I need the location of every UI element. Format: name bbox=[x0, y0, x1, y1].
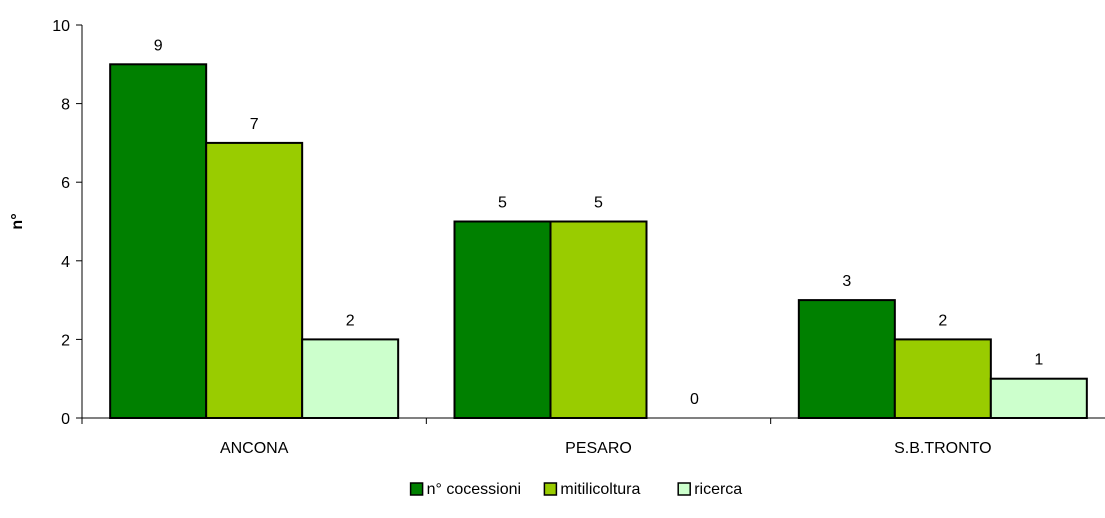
legend-label: mitilicoltura bbox=[560, 481, 640, 498]
data-label: 0 bbox=[690, 391, 699, 408]
data-label: 5 bbox=[594, 195, 603, 212]
bar bbox=[453, 220, 552, 419]
y-tick-label: 2 bbox=[61, 332, 70, 349]
bar bbox=[109, 63, 208, 420]
data-label: 2 bbox=[938, 312, 947, 329]
data-label: 7 bbox=[250, 116, 259, 133]
y-tick-label: 6 bbox=[61, 175, 70, 192]
legend-swatch bbox=[677, 482, 691, 496]
x-category-label: S.B.TRONTO bbox=[894, 440, 992, 457]
legend-label: n° cocessioni bbox=[427, 481, 521, 498]
bar bbox=[301, 338, 400, 419]
x-category-label: ANCONA bbox=[220, 440, 289, 457]
data-label: 1 bbox=[1034, 352, 1043, 369]
bars-group bbox=[109, 63, 1088, 420]
legend: n° cocessioni mitilicoltura ricerca bbox=[409, 481, 742, 498]
data-label: 9 bbox=[154, 37, 163, 54]
bar bbox=[797, 299, 896, 420]
y-tick-label: 10 bbox=[52, 18, 70, 35]
bar bbox=[989, 377, 1088, 420]
data-label: 5 bbox=[498, 195, 507, 212]
bar bbox=[549, 220, 648, 419]
data-labels-group: 9 7 2 5 5 0 3 2 1 bbox=[154, 37, 1044, 408]
data-label: 3 bbox=[842, 273, 851, 290]
legend-swatch bbox=[543, 482, 558, 496]
bar bbox=[893, 338, 992, 419]
y-tick-label: 4 bbox=[61, 254, 70, 271]
y-tick-label: 8 bbox=[61, 97, 70, 114]
legend-label: ricerca bbox=[694, 481, 742, 498]
x-category-label: PESARO bbox=[565, 440, 632, 457]
y-tick-label: 0 bbox=[61, 411, 70, 428]
y-axis-title: n° bbox=[9, 213, 26, 229]
data-label: 2 bbox=[346, 312, 355, 329]
legend-swatch bbox=[409, 482, 424, 496]
bar bbox=[205, 141, 304, 419]
